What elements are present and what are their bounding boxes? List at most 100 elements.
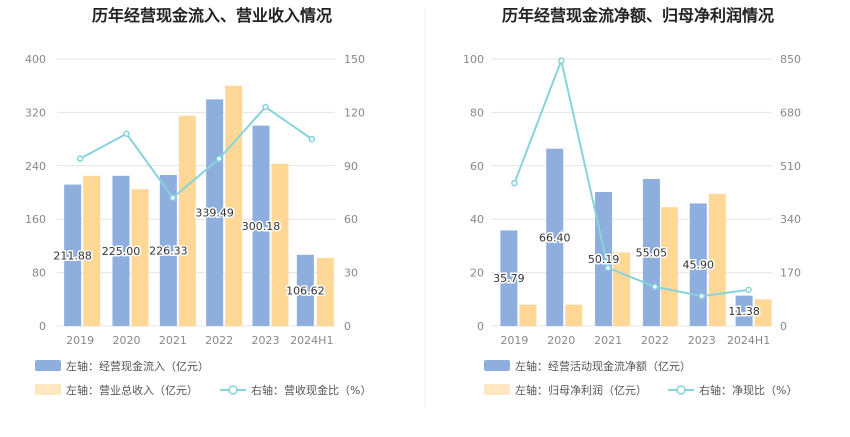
bar-data-label: 66.40 bbox=[539, 231, 571, 244]
legend-item-cash-inflow[interactable]: 左轴：经营现金流入（亿元） bbox=[35, 359, 209, 373]
chart-cash-inflow-revenue: 历年经营现金流入、营业收入情况 0 80 160 240 320 400 0 30 60 90 1… bbox=[25, 6, 371, 397]
legend-label: 右轴：净现比（%） bbox=[699, 383, 797, 397]
bar-data-label: 225.00 bbox=[102, 245, 141, 258]
x-axis-tick: 2023 bbox=[252, 334, 280, 347]
bar-yellow bbox=[131, 189, 149, 326]
x-axis-tick: 2020 bbox=[547, 334, 575, 347]
legend-swatch-bar-blue bbox=[35, 360, 61, 371]
left-axis-tick: 20 bbox=[470, 267, 484, 280]
right-axis-tick: 0 bbox=[780, 320, 787, 333]
right-axis-tick: 90 bbox=[344, 160, 358, 173]
legend-item-net-profit[interactable]: 左轴：归母净利润（亿元） bbox=[484, 383, 647, 397]
right-axis-tick: 680 bbox=[780, 106, 801, 119]
bar-data-label: 339.49 bbox=[195, 207, 234, 220]
bar-blue bbox=[112, 175, 130, 326]
chart-title: 历年经营现金流净额、归母净利润情况 bbox=[502, 6, 774, 25]
legend-item-revenue-cash-ratio[interactable]: 右轴：营收现金比（%） bbox=[220, 383, 371, 397]
bar-blue bbox=[159, 174, 177, 326]
bar-yellow bbox=[271, 163, 289, 326]
legend-item-net-cash-ratio[interactable]: 右轴：净现比（%） bbox=[668, 383, 797, 397]
bar-data-label: 211.88 bbox=[53, 249, 92, 262]
right-axis-tick: 340 bbox=[780, 213, 801, 226]
x-axis-tick: 2021 bbox=[159, 334, 187, 347]
legend-swatch-bar-yellow bbox=[35, 384, 61, 395]
ratio-point bbox=[698, 292, 705, 300]
bar-data-label: 11.38 bbox=[728, 305, 760, 318]
ratio-point bbox=[123, 130, 130, 138]
ratio-point bbox=[604, 264, 612, 272]
left-axis-tick: 80 bbox=[32, 267, 46, 280]
bar-yellow bbox=[519, 304, 537, 326]
ratio-point bbox=[169, 194, 177, 202]
bar-blue bbox=[500, 230, 518, 326]
ratio-point bbox=[76, 155, 84, 162]
legend-label: 右轴：营收现金比（%） bbox=[251, 383, 371, 397]
legend-swatch-marker bbox=[228, 385, 238, 395]
left-axis-tick: 40 bbox=[470, 213, 484, 226]
ratio-point bbox=[558, 57, 565, 64]
ratio-point bbox=[215, 155, 223, 162]
right-axis-tick: 120 bbox=[344, 106, 365, 119]
left-axis-tick: 320 bbox=[25, 106, 46, 119]
chart-net-cash-flow-net-profit: 历年经营现金流净额、归母净利润情况 0 20 40 60 80 100 0 170 340 51… bbox=[463, 6, 801, 397]
right-axis-tick: 850 bbox=[780, 53, 801, 66]
bar-yellow bbox=[316, 257, 334, 326]
left-axis-tick: 0 bbox=[477, 320, 484, 333]
legend: 左轴：经营现金流入（亿元） 左轴：营业总收入（亿元） 右轴：营收现金比（%） bbox=[35, 359, 371, 397]
legend-swatch-marker bbox=[676, 385, 686, 395]
bar-yellow bbox=[83, 175, 101, 326]
x-axis-tick: 2024H1 bbox=[290, 334, 333, 347]
left-axis-tick: 100 bbox=[463, 53, 484, 66]
legend: 左轴：经营活动现金流净额（亿元） 左轴：归母净利润（亿元） 右轴：净现比（%） bbox=[484, 359, 797, 397]
bar-yellow bbox=[178, 115, 196, 326]
right-axis-tick: 0 bbox=[344, 320, 351, 333]
bar-data-label: 50.19 bbox=[588, 253, 620, 266]
ratio-point bbox=[262, 103, 269, 111]
bar-data-label: 106.62 bbox=[286, 284, 325, 297]
right-axis-tick: 30 bbox=[344, 267, 358, 280]
right-axis-tick: 170 bbox=[780, 267, 801, 280]
bar-yellow bbox=[660, 207, 678, 326]
bar-yellow bbox=[565, 304, 583, 326]
bar-blue bbox=[735, 295, 753, 326]
bar-blue bbox=[296, 254, 314, 326]
left-axis-tick: 0 bbox=[39, 320, 46, 333]
x-axis-tick: 2020 bbox=[113, 334, 141, 347]
x-axis-tick: 2023 bbox=[688, 334, 716, 347]
ratio-line bbox=[79, 105, 313, 200]
x-axis-tick: 2022 bbox=[205, 334, 233, 347]
left-axis-tick: 400 bbox=[25, 53, 46, 66]
ratio-point bbox=[745, 286, 752, 294]
ratio-point bbox=[651, 283, 659, 290]
bar-data-label: 55.05 bbox=[636, 247, 668, 260]
left-axis-tick: 160 bbox=[25, 213, 46, 226]
bar-yellow bbox=[754, 299, 772, 326]
ratio-line bbox=[513, 57, 749, 298]
legend-label: 左轴：经营现金流入（亿元） bbox=[66, 359, 209, 373]
legend-item-revenue[interactable]: 左轴：营业总收入（亿元） bbox=[35, 383, 198, 397]
legend-label: 左轴：经营活动现金流净额（亿元） bbox=[515, 359, 691, 373]
x-axis-tick: 2022 bbox=[641, 334, 669, 347]
ratio-point bbox=[511, 179, 518, 187]
x-axis-tick: 2024H1 bbox=[727, 334, 770, 347]
left-axis-tick: 80 bbox=[470, 106, 484, 119]
ratio-point bbox=[308, 135, 316, 143]
legend-item-net-operating-cash-flow[interactable]: 左轴：经营活动现金流净额（亿元） bbox=[484, 359, 691, 373]
legend-label: 左轴：营业总收入（亿元） bbox=[66, 383, 198, 397]
legend-label: 左轴：归母净利润（亿元） bbox=[515, 383, 647, 397]
bar-data-label: 45.90 bbox=[683, 259, 715, 272]
left-axis-tick: 60 bbox=[470, 160, 484, 173]
bar-blue bbox=[252, 125, 270, 326]
legend-swatch-bar-blue bbox=[484, 360, 510, 371]
legend-swatch-bar-yellow bbox=[484, 384, 510, 395]
right-axis-tick: 150 bbox=[344, 53, 365, 66]
bar-blue bbox=[546, 148, 564, 326]
bar-blue bbox=[64, 184, 82, 326]
bar-data-label: 35.79 bbox=[493, 272, 525, 285]
right-axis-tick: 510 bbox=[780, 160, 801, 173]
x-axis-tick: 2019 bbox=[66, 334, 94, 347]
right-axis-tick: 60 bbox=[344, 213, 358, 226]
bar-data-label: 300.18 bbox=[242, 220, 281, 233]
bar-data-label: 226.33 bbox=[149, 244, 188, 257]
